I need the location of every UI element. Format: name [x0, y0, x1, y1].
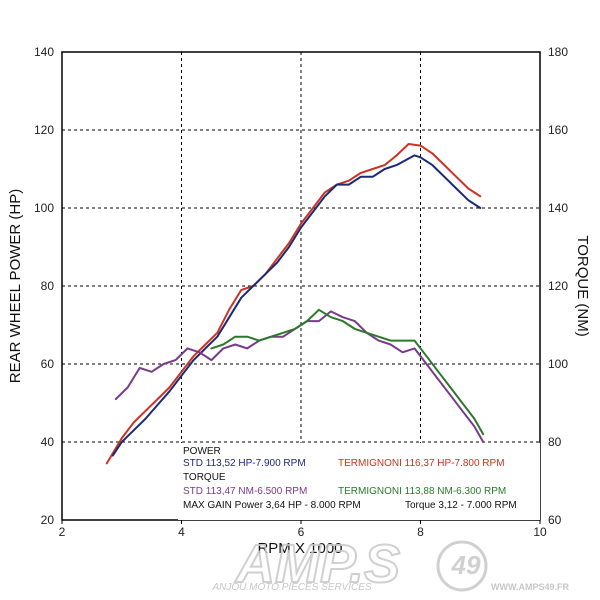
- legend-term-torque: TERMIGNONI 113,88 NM-6.300 RPM: [338, 486, 506, 497]
- y-tick-label: 60: [41, 357, 55, 371]
- y-tick-label: 20: [41, 513, 55, 527]
- x-axis-title: RPM X 1000: [257, 540, 342, 557]
- legend: POWER STD 113,52 HP-7.900 RPM TERMIGNONI…: [178, 443, 540, 520]
- legend-box: [178, 443, 540, 520]
- legend-power-header: POWER: [183, 446, 221, 457]
- x-tick-label: 8: [417, 525, 424, 539]
- y-tick-label: 80: [41, 279, 55, 293]
- logo-tagline: ANJOU MOTO PIÈCES SERVICES: [211, 580, 371, 593]
- y2-tick-label: 180: [548, 45, 568, 59]
- legend-std-power: STD 113,52 HP-7.900 RPM: [183, 458, 306, 469]
- y-tick-label: 140: [34, 45, 54, 59]
- series-line-power-termignoni: [105, 143, 482, 465]
- y2-tick-label: 120: [548, 279, 568, 293]
- legend-max-gain-torque: Torque 3,12 - 7.000 RPM: [405, 500, 517, 511]
- y-tick-label: 40: [41, 435, 55, 449]
- x-tick-label: 10: [533, 525, 547, 539]
- y-axis-title: REAR WHEEL POWER (HP): [7, 189, 24, 383]
- legend-term-power: TERMIGNONI 116,37 HP-7.800 RPM: [338, 458, 505, 469]
- legend-torque-header: TORQUE: [183, 472, 226, 483]
- series-line-torque-termignoni: [210, 308, 485, 436]
- y2-tick-label: 160: [548, 123, 568, 137]
- series-lines: [105, 143, 485, 465]
- tick-labels: 2 4 6 8 10 20 40 60 80 100 120 140 60 80 100 120 140 160 1…: [34, 45, 568, 539]
- x-tick-label: 4: [178, 525, 185, 539]
- y2-tick-label: 80: [548, 435, 562, 449]
- y2-tick-label: 60: [548, 513, 562, 527]
- legend-max-gain-power: MAX GAIN Power 3,64 HP - 8.000 RPM: [183, 500, 361, 511]
- logo-number: 49: [451, 550, 481, 580]
- x-tick-label: 6: [298, 525, 305, 539]
- y2-axis-title: TORQUE (NM): [574, 235, 591, 336]
- y-tick-label: 120: [34, 123, 54, 137]
- series-line-power-std: [111, 154, 482, 457]
- legend-std-torque: STD 113,47 NM-6.500 RPM: [183, 486, 307, 497]
- y-tick-label: 100: [34, 201, 54, 215]
- x-tick-label: 2: [59, 525, 66, 539]
- grid-lines: [62, 52, 540, 520]
- y2-tick-label: 140: [548, 201, 568, 215]
- y2-tick-label: 100: [548, 357, 568, 371]
- logo-text: AMP.S: [234, 534, 400, 594]
- amps49-logo: AMP.S 49 ANJOU MOTO PIÈCES SERVICES WWW.…: [211, 533, 569, 595]
- logo-url: WWW.AMPS49.FR: [491, 582, 569, 592]
- wheel-icon: [436, 540, 488, 592]
